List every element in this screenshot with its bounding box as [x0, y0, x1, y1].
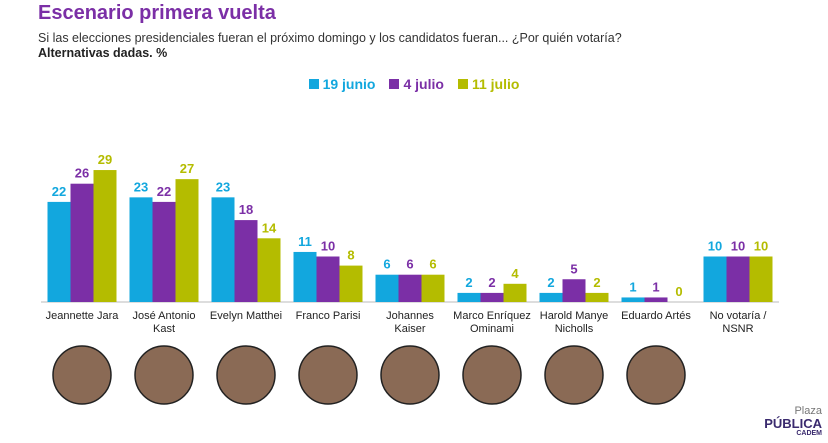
chart-title: Escenario primera vuelta — [38, 2, 276, 24]
value-label: 10 — [754, 239, 768, 254]
bar — [70, 183, 94, 302]
bar — [726, 256, 750, 302]
bar — [503, 283, 527, 302]
logo: Plaza PÚBLICA CADEM — [764, 405, 822, 438]
value-label: 1 — [652, 279, 659, 294]
bar — [421, 274, 445, 302]
legend-swatch — [389, 79, 400, 89]
value-label: 14 — [262, 220, 277, 235]
bar — [211, 197, 235, 302]
value-label: 23 — [216, 179, 230, 194]
bar — [398, 274, 422, 302]
value-label: 29 — [98, 152, 112, 167]
bar — [375, 274, 399, 302]
bar — [47, 201, 71, 302]
bar — [749, 256, 773, 302]
value-label: 8 — [347, 248, 354, 263]
bar — [129, 197, 153, 302]
value-label: 10 — [731, 239, 745, 254]
legend-label: 4 julio — [403, 76, 444, 92]
value-label: 18 — [239, 202, 253, 217]
bar — [93, 170, 117, 302]
x-tick-label: Johannes Kaiser — [386, 310, 434, 335]
value-label: 22 — [157, 184, 171, 199]
x-tick-label: Harold Manye Nicholls — [539, 310, 609, 335]
photos — [52, 345, 686, 405]
value-label: 27 — [180, 161, 194, 176]
value-label: 6 — [429, 257, 436, 272]
x-tick-label: Marco Enríquez Ominami — [453, 310, 531, 335]
value-label: 2 — [488, 275, 495, 290]
bar — [175, 179, 199, 302]
legend-swatch — [457, 79, 468, 89]
value-label: 5 — [570, 261, 577, 276]
value-label: 26 — [75, 166, 89, 181]
bar — [703, 256, 727, 302]
legend-item: 19 junio — [308, 76, 376, 92]
x-tick-label: Eduardo Artés — [621, 310, 691, 322]
bar — [621, 297, 645, 302]
x-tick-label: José Antonio Kast — [132, 310, 196, 335]
value-label: 1 — [629, 279, 636, 294]
subtitle: Si las elecciones presidenciales fueran … — [38, 31, 622, 45]
bar — [562, 279, 586, 302]
value-label: 11 — [298, 234, 312, 249]
x-tick-label: Jeannette Jara — [45, 310, 119, 322]
value-label: 4 — [511, 266, 519, 281]
value-label: 10 — [708, 239, 722, 254]
bar — [293, 251, 317, 302]
legend-item: 4 julio — [389, 76, 444, 92]
bar — [457, 292, 481, 302]
value-label: 2 — [593, 275, 600, 290]
x-tick-label: No votaría / NSNR — [709, 310, 767, 335]
value-label: 2 — [547, 275, 554, 290]
x-tick-label: Franco Parisi — [295, 310, 361, 322]
bar — [316, 256, 340, 302]
legend-label: 19 junio — [322, 76, 376, 92]
value-label: 10 — [321, 239, 335, 254]
bar — [234, 220, 258, 302]
value-label: 23 — [134, 179, 148, 194]
value-label: 6 — [406, 257, 413, 272]
logo-top: Plaza — [794, 405, 822, 417]
bar — [152, 201, 176, 302]
bar — [480, 292, 504, 302]
logo-main: PÚBLICA — [764, 416, 822, 431]
bar — [339, 265, 363, 302]
bar — [539, 292, 563, 302]
value-label: 2 — [465, 275, 472, 290]
value-label: 0 — [675, 284, 682, 299]
note: Alternativas dadas. % — [38, 46, 168, 60]
legend-swatch — [308, 79, 319, 89]
bar — [585, 292, 609, 302]
logo-sub: CADEM — [796, 430, 822, 437]
legend-label: 11 julio — [471, 76, 520, 92]
legend: 19 junio 4 julio 11 julio — [0, 76, 828, 92]
value-label: 6 — [383, 257, 390, 272]
bar — [644, 297, 668, 302]
x-tick-label: Evelyn Matthei — [209, 310, 283, 322]
bar — [257, 238, 281, 302]
value-label: 22 — [52, 184, 66, 199]
legend-item: 11 julio — [457, 76, 520, 92]
